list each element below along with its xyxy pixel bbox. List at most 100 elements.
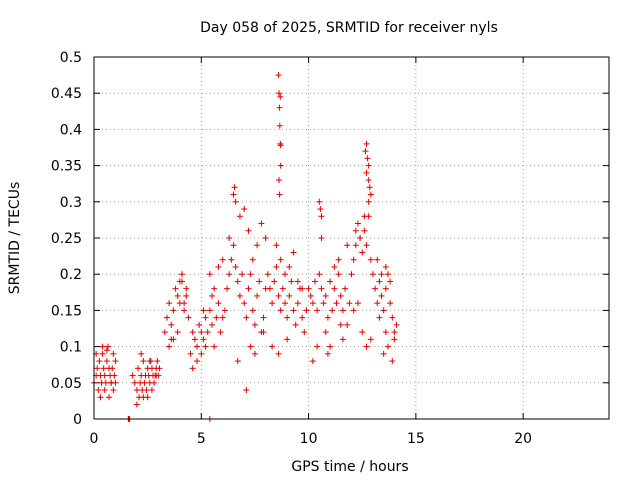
- data-point: [354, 300, 361, 307]
- data-point: [294, 278, 301, 285]
- data-point: [374, 300, 381, 307]
- data-point: [301, 329, 308, 336]
- data-point: [269, 343, 276, 350]
- data-point: [172, 285, 179, 292]
- data-point: [232, 198, 239, 205]
- data-point: [387, 278, 394, 285]
- data-point: [277, 307, 284, 314]
- data-point: [276, 122, 283, 129]
- data-point: [309, 300, 316, 307]
- data-point: [303, 307, 310, 314]
- data-point: [191, 336, 198, 343]
- data-point: [331, 263, 338, 270]
- data-point: [384, 271, 391, 278]
- data-point: [365, 162, 372, 169]
- y-tick-label: 0: [73, 412, 82, 428]
- data-point: [245, 227, 252, 234]
- data-point: [215, 263, 222, 270]
- data-point: [380, 350, 387, 357]
- data-point: [365, 177, 372, 184]
- data-point: [241, 300, 248, 307]
- data-point: [176, 278, 183, 285]
- x-axis-label: GPS time / hours: [291, 459, 408, 475]
- data-point: [103, 347, 110, 354]
- data-point: [342, 285, 349, 292]
- data-point: [187, 350, 194, 357]
- data-point: [249, 307, 256, 314]
- data-point: [279, 285, 286, 292]
- data-point: [231, 184, 238, 191]
- data-point: [361, 213, 368, 220]
- data-point: [95, 387, 102, 394]
- data-point: [382, 329, 389, 336]
- data-point: [241, 206, 248, 213]
- data-point: [376, 278, 383, 285]
- data-point: [221, 307, 228, 314]
- grid-lines: [94, 57, 609, 419]
- data-point: [247, 343, 254, 350]
- data-point: [391, 329, 398, 336]
- data-point: [318, 213, 325, 220]
- data-point: [277, 256, 284, 263]
- y-tick-label: 0.4: [60, 122, 82, 138]
- data-point: [185, 314, 192, 321]
- y-tick-label: 0.05: [51, 376, 82, 392]
- data-point: [234, 278, 241, 285]
- data-point: [247, 271, 254, 278]
- data-point: [384, 343, 391, 350]
- data-point: [354, 220, 361, 227]
- data-point: [143, 387, 150, 394]
- data-point: [327, 278, 334, 285]
- data-point: [314, 343, 321, 350]
- data-point: [217, 329, 224, 336]
- data-point: [234, 358, 241, 365]
- data-point: [275, 292, 282, 299]
- data-point: [362, 148, 369, 155]
- data-point: [146, 358, 153, 365]
- data-point: [382, 263, 389, 270]
- data-point: [333, 300, 340, 307]
- data-point: [294, 300, 301, 307]
- data-point: [316, 198, 323, 205]
- data-point: [211, 343, 218, 350]
- data-point: [359, 249, 366, 256]
- data-point: [200, 336, 207, 343]
- data-point: [378, 292, 385, 299]
- data-point: [100, 365, 107, 372]
- data-point: [131, 379, 138, 386]
- data-point: [198, 350, 205, 357]
- data-point: [170, 307, 177, 314]
- data-point: [372, 285, 379, 292]
- data-point: [209, 321, 216, 328]
- data-point: [102, 379, 109, 386]
- data-point: [96, 358, 103, 365]
- data-point: [256, 278, 263, 285]
- data-point: [138, 350, 145, 357]
- data-point: [166, 300, 173, 307]
- data-point: [262, 235, 269, 241]
- data-point: [99, 350, 106, 357]
- data-point: [202, 314, 209, 321]
- data-point: [284, 314, 291, 321]
- data-point: [312, 278, 319, 285]
- data-point: [189, 329, 196, 336]
- data-point: [364, 155, 371, 162]
- data-point: [110, 350, 117, 357]
- data-point: [213, 314, 220, 321]
- data-point: [141, 379, 148, 386]
- plot-frame: [93, 56, 610, 420]
- data-point: [337, 321, 344, 328]
- data-point: [387, 300, 394, 307]
- data-point: [200, 307, 207, 314]
- data-point: [366, 184, 373, 191]
- data-point: [286, 292, 293, 299]
- data-point: [324, 314, 331, 321]
- data-point: [224, 285, 231, 292]
- data-point: [337, 292, 344, 299]
- data-point: [275, 350, 282, 357]
- data-point: [299, 285, 306, 292]
- data-point: [103, 358, 110, 365]
- data-point: [206, 307, 213, 314]
- data-point: [140, 358, 147, 365]
- data-points: [91, 72, 400, 422]
